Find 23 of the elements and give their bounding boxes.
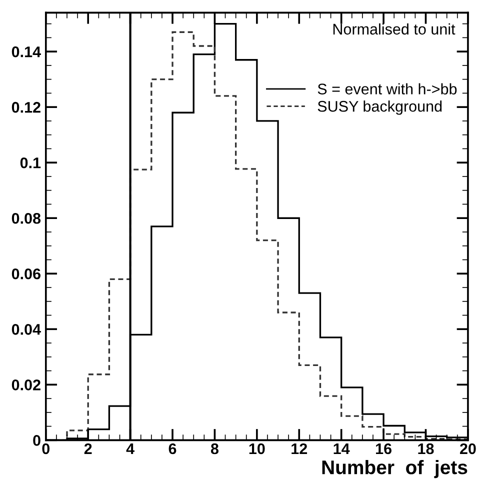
x-tick-label: 16: [376, 443, 392, 454]
x-tick-label: 14: [334, 444, 350, 454]
y-tick-label: 0.12: [12, 102, 40, 113]
x-tick-label: 12: [292, 443, 308, 454]
y-tick-label: 0.1: [20, 157, 41, 168]
y-tick-label: 0.02: [12, 380, 40, 390]
x-tick-label: 10: [249, 443, 265, 454]
x-axis-title: Number of jets: [322, 460, 468, 478]
legend-label: S = event with h->bb: [318, 83, 457, 94]
y-tick-label: 0.08: [12, 212, 41, 224]
x-tick-label: 20: [460, 443, 476, 454]
x-tick-label: 6: [168, 443, 176, 454]
x-tick-label: 0: [42, 443, 50, 454]
annotation: Normalised to unit: [333, 23, 456, 35]
y-tick-label: 0.14: [12, 46, 41, 58]
y-tick-label: 0.04: [12, 324, 41, 335]
y-tick-label: 0.06: [12, 268, 40, 280]
x-tick-label: 4: [126, 444, 134, 454]
y-tick-label: 0: [33, 435, 40, 446]
legend-label: SUSY background: [318, 100, 442, 115]
x-tick-label: 8: [210, 443, 218, 454]
x-tick-label: 2: [84, 443, 92, 454]
x-tick-label: 18: [418, 443, 434, 454]
